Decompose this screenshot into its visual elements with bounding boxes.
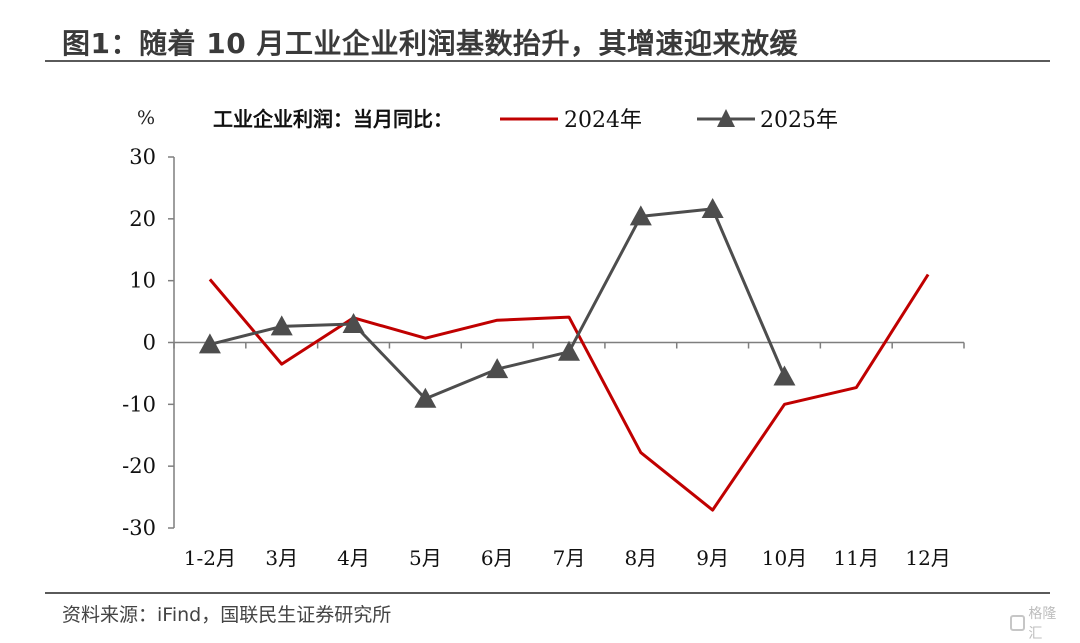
watermark-icon: [1010, 615, 1026, 631]
series-1-point: [198, 333, 221, 354]
legend-marker-2025: [717, 109, 735, 127]
series-1-point: [701, 197, 724, 218]
y-tick-label: 10: [129, 269, 156, 293]
y-tick-label: 20: [129, 207, 156, 231]
legend-label-2024: 2024年: [564, 108, 642, 133]
y-tick-label: -20: [122, 454, 156, 478]
x-tick-label: 7月: [553, 546, 586, 570]
x-tick-label: 9月: [696, 546, 729, 570]
series-1-point: [414, 387, 437, 408]
series-line-0: [208, 273, 930, 512]
figure-title: 图1：随着 10 月工业企业利润基数抬升，其增速迎来放缓: [62, 27, 798, 60]
series-1-point: [773, 365, 796, 386]
y-tick-label: -30: [122, 516, 156, 540]
bottom-rule: [45, 592, 1050, 594]
top-rule: [45, 60, 1050, 62]
legend-label-2025: 2025年: [760, 108, 838, 133]
y-tick-label: 0: [143, 331, 156, 355]
source-note: 资料来源：iFind，国联民生证券研究所: [62, 604, 392, 626]
y-unit-label: %: [137, 107, 155, 129]
y-tick-label: 30: [129, 145, 156, 169]
x-tick-label: 4月: [337, 546, 370, 570]
y-tick-label: -10: [122, 392, 156, 416]
series-1-point: [558, 340, 580, 361]
watermark-text: 格隆汇: [1028, 606, 1057, 642]
x-tick-label: 8月: [624, 546, 657, 570]
x-tick-label: 1-2月: [184, 546, 236, 570]
series-layer: [198, 197, 930, 512]
series-1-point: [486, 358, 509, 379]
series-1-point: [342, 312, 365, 333]
x-tick-label: 5月: [409, 546, 442, 570]
x-tick-label: 11月: [834, 546, 879, 570]
x-tick-label: 3月: [265, 546, 298, 570]
x-tick-label: 12月: [905, 546, 950, 570]
series-1-point: [270, 315, 293, 336]
legend-title: 工业企业利润：当月同比：: [213, 107, 453, 131]
axes: 30 20 10 0 -10 -20 -30 1-2月 3月 4月 5月 6月 7月 8月 9月 10月 11月…: [122, 145, 965, 570]
watermark-logo: 格隆汇: [1010, 606, 1068, 642]
x-tick-label: 6月: [481, 546, 514, 570]
x-tick-label: 10月: [762, 546, 807, 570]
series-1-point: [629, 205, 652, 226]
